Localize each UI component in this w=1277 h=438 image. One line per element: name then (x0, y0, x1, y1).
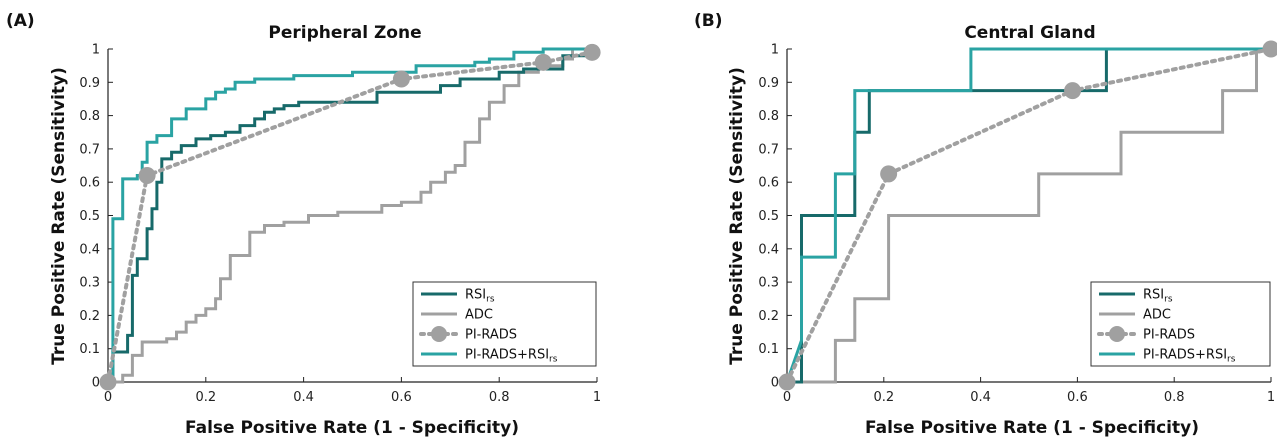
y-tick-label: 0.9 (79, 76, 100, 91)
pirads-marker (1064, 82, 1082, 100)
panel-a-title: Peripheral Zone (268, 23, 421, 43)
x-tick-label: 1 (593, 390, 601, 405)
y-tick-label: 0.3 (79, 276, 100, 291)
x-tick-label: 0 (104, 390, 112, 405)
pirads-marker (880, 165, 898, 183)
y-tick-label: 1 (92, 43, 100, 58)
y-tick-label: 1 (771, 43, 779, 58)
y-tick-label: 0.4 (79, 242, 100, 257)
panel-b-label: (B) (694, 11, 723, 31)
panel-b-title: Central Gland (964, 23, 1095, 43)
x-tick-label: 0 (783, 390, 791, 405)
y-tick-label: 0.7 (758, 142, 779, 157)
series-rsi-rs-line (108, 49, 599, 384)
pirads-marker (534, 53, 552, 71)
y-tick-label: 0.5 (758, 209, 779, 224)
y-tick-label: 0.2 (758, 309, 779, 324)
x-tick-label: 0.4 (293, 390, 314, 405)
legend-marker (1109, 326, 1125, 342)
legend-entry-label: PI-RADS (465, 328, 517, 343)
pirads-marker (583, 43, 601, 61)
y-tick-label: 0.4 (758, 242, 779, 257)
x-tick-label: 0.2 (873, 390, 894, 405)
y-tick-label: 0.7 (79, 142, 100, 157)
panel-a: (A) Peripheral Zone False Positive Rate … (6, 11, 601, 438)
series-adc-line (108, 47, 597, 384)
x-tick-label: 0.8 (1164, 390, 1185, 405)
y-tick-label: 0.8 (79, 109, 100, 124)
pirads-marker (1262, 40, 1277, 58)
x-tick-label: 0.2 (195, 390, 216, 405)
pirads-marker (99, 373, 117, 391)
y-tick-label: 0.2 (79, 309, 100, 324)
legend-marker (431, 326, 447, 342)
panel-b-xlabel: False Positive Rate (1 - Specificity) (865, 418, 1199, 438)
x-tick-label: 0.8 (489, 390, 510, 405)
x-tick-label: 1 (1267, 390, 1275, 405)
legend-entry-label: ADC (465, 308, 493, 323)
panel-a-ylabel: True Positive Rate (Sensitivity) (49, 67, 69, 365)
legend-entry-label: ADC (1143, 308, 1171, 323)
panel-b-ylabel: True Positive Rate (Sensitivity) (727, 67, 747, 365)
y-tick-label: 0.8 (758, 109, 779, 124)
legend-entry-label: PI-RADS+RSIrs (1143, 348, 1236, 365)
pirads-marker (138, 167, 156, 185)
pirads-marker (778, 373, 796, 391)
y-tick-label: 0.6 (79, 176, 100, 191)
series-adc-line (787, 47, 1271, 384)
series-pi-rads-rsi-rs-line (785, 47, 1271, 383)
y-tick-label: 0.6 (758, 176, 779, 191)
y-tick-label: 0.3 (758, 276, 779, 291)
y-tick-label: 0.1 (758, 342, 779, 357)
y-tick-label: 0.9 (758, 76, 779, 91)
legend-entry-label: PI-RADS+RSIrs (465, 348, 558, 365)
x-tick-label: 0.6 (391, 390, 412, 405)
legend-box (412, 281, 597, 367)
pirads-marker (392, 70, 410, 88)
x-tick-label: 0.4 (970, 390, 991, 405)
y-tick-label: 0.1 (79, 342, 100, 357)
panel-a-xlabel: False Positive Rate (1 - Specificity) (185, 418, 519, 438)
panel-a-axes: 0 0.2 0.4 0.6 0.8 1 0 0.1 0.2 0.3 0.4 0.5 0.6 0.7 0.8 0… (79, 43, 601, 406)
y-tick-label: 0 (771, 376, 779, 391)
panel-a-label: (A) (6, 11, 35, 31)
x-tick-label: 0.6 (1067, 390, 1088, 405)
y-tick-label: 0 (92, 376, 100, 391)
legend-entry-label: PI-RADS (1143, 328, 1195, 343)
y-tick-label: 0.5 (79, 209, 100, 224)
series-pi-rads-line (785, 47, 1273, 384)
panel-b-axes: 0 0.2 0.4 0.6 0.8 1 0 0.1 0.2 0.3 0.4 0.5 0.6 0.7 0.8 0… (758, 40, 1277, 405)
panel-b: (B) Central Gland False Positive Rate (1… (694, 11, 1277, 438)
legend-box (1090, 281, 1271, 367)
